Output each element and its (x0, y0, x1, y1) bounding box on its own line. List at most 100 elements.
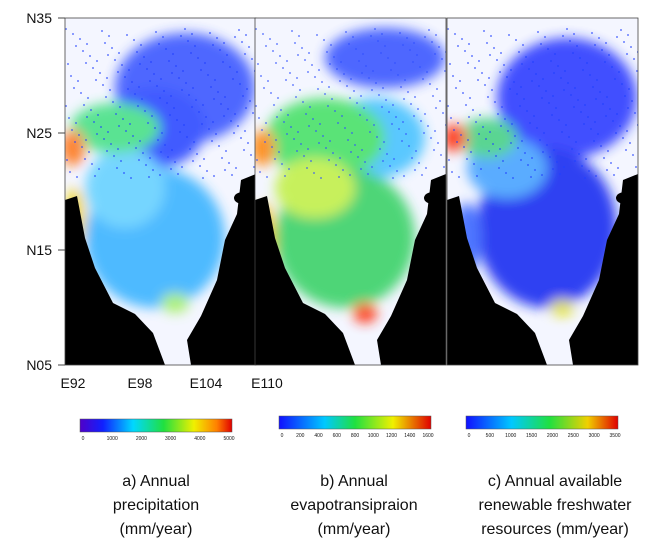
speckle (149, 157, 151, 159)
speckle (369, 131, 371, 133)
speckle (220, 103, 222, 105)
speckle (595, 175, 597, 177)
speckle (605, 115, 607, 117)
speckle (213, 98, 215, 100)
speckle (83, 104, 85, 106)
speckle (217, 91, 219, 93)
speckle (146, 68, 148, 70)
speckle (596, 79, 598, 81)
speckle (190, 52, 192, 54)
speckle (188, 94, 190, 96)
speckle (553, 149, 555, 151)
speckle (558, 119, 560, 121)
speckle (415, 150, 417, 152)
speckle (200, 69, 202, 71)
speckle (532, 61, 534, 63)
speckle (440, 154, 442, 156)
speckle (399, 32, 401, 34)
speckle (614, 78, 616, 80)
latitude-label: N15 (26, 242, 52, 258)
speckle (465, 104, 467, 106)
speckle (106, 150, 108, 152)
speckle (626, 53, 628, 55)
speckle (362, 53, 364, 55)
speckle (249, 100, 251, 102)
speckle (378, 94, 380, 96)
speckle (377, 40, 379, 42)
speckle (612, 120, 614, 122)
speckle (160, 151, 162, 153)
speckle (347, 139, 349, 141)
speckle (128, 69, 130, 71)
speckle (361, 149, 363, 151)
speckle (360, 95, 362, 97)
speckle (337, 122, 339, 124)
speckle (621, 83, 623, 85)
speckle (103, 138, 105, 140)
speckle (234, 36, 236, 38)
speckle (524, 152, 526, 154)
colorbar-tick-label: 1500 (526, 433, 537, 439)
speckle (500, 125, 502, 127)
speckle (339, 80, 341, 82)
speckle (256, 159, 258, 161)
speckle (593, 140, 595, 142)
speckle (349, 97, 351, 99)
speckle (96, 133, 98, 135)
speckle (620, 29, 622, 31)
speckle (145, 164, 147, 166)
speckle (280, 109, 282, 111)
speckle (382, 160, 384, 162)
speckle (281, 163, 283, 165)
speckle (577, 99, 579, 101)
speckle (122, 118, 124, 120)
speckle (544, 36, 546, 38)
speckle (245, 34, 247, 36)
speckle (472, 109, 474, 111)
speckle (489, 54, 491, 56)
speckle (511, 123, 513, 125)
speckle (180, 35, 182, 37)
speckle (534, 169, 536, 171)
speckle (530, 176, 532, 178)
speckle (358, 60, 360, 62)
speckle (363, 107, 365, 109)
speckle (141, 98, 143, 100)
speckle (602, 103, 604, 105)
speckle (520, 159, 522, 161)
speckle (132, 135, 134, 137)
speckle (177, 173, 179, 175)
speckle (515, 39, 517, 41)
speckle (548, 102, 550, 104)
speckle (246, 88, 248, 90)
speckle (526, 110, 528, 112)
speckle (185, 82, 187, 84)
speckle (396, 170, 398, 172)
speckle (70, 75, 72, 77)
speckle (167, 156, 169, 158)
speckle (115, 113, 117, 115)
speckle (455, 87, 457, 89)
speckle (270, 92, 272, 94)
speckle (329, 63, 331, 65)
speckle (541, 174, 543, 176)
speckle (208, 128, 210, 130)
speckle (203, 158, 205, 160)
area (550, 300, 574, 316)
speckle (264, 141, 266, 143)
speckle (475, 121, 477, 123)
speckle (342, 169, 344, 171)
speckle (488, 77, 490, 79)
speckle (562, 35, 564, 37)
speckle (160, 78, 162, 80)
speckle (627, 34, 629, 36)
speckle (505, 172, 507, 174)
speckle (238, 29, 240, 31)
speckle (149, 80, 151, 82)
speckle (302, 101, 304, 103)
speckle (561, 131, 563, 133)
speckle (618, 71, 620, 73)
speckle (243, 149, 245, 151)
speckle (191, 33, 193, 35)
speckle (189, 148, 191, 150)
